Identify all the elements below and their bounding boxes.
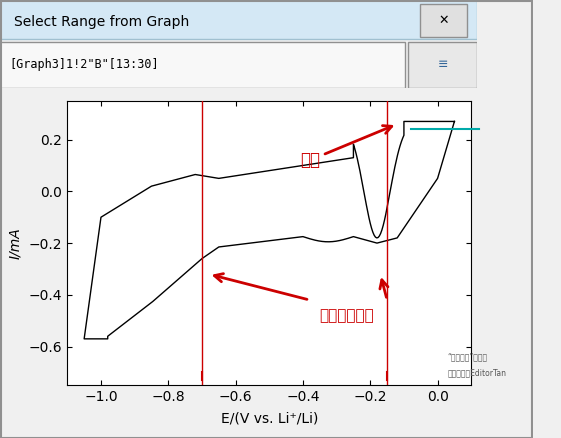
Text: ✕: ✕	[438, 14, 449, 27]
Text: “编辑之谭”公众号: “编辑之谭”公众号	[448, 353, 488, 361]
Text: 拖动调节范围: 拖动调节范围	[319, 308, 374, 323]
FancyBboxPatch shape	[420, 4, 467, 37]
Text: Select Range from Graph: Select Range from Graph	[14, 15, 190, 29]
Text: 微信公众号EditorTan: 微信公众号EditorTan	[448, 368, 507, 377]
Y-axis label: I/mA: I/mA	[8, 227, 22, 259]
FancyBboxPatch shape	[0, 0, 477, 39]
X-axis label: E/(V vs. Li⁺/Li): E/(V vs. Li⁺/Li)	[220, 411, 318, 425]
Text: ≡: ≡	[437, 58, 448, 71]
FancyBboxPatch shape	[408, 42, 477, 88]
FancyBboxPatch shape	[0, 42, 405, 88]
Text: 确定: 确定	[300, 126, 392, 169]
Text: [Graph3]1!2"B"[13:30]: [Graph3]1!2"B"[13:30]	[10, 58, 159, 71]
